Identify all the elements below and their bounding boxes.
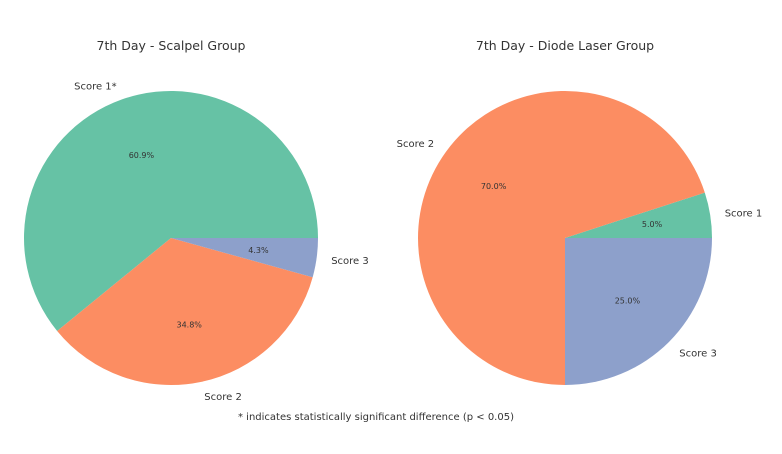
pie-slice xyxy=(171,238,318,278)
diode-laser-group-pie-chart: 7th Day - Diode Laser Group 5.0% Score 1 7… xyxy=(397,38,763,385)
slice-category-label: Score 3 xyxy=(679,348,717,359)
slice-category-label: Score 1* xyxy=(74,82,117,93)
slice-percent-label: 4.3% xyxy=(248,246,269,255)
slice-percent-label: 25.0% xyxy=(615,296,641,305)
slice-percent-label: 60.9% xyxy=(129,151,155,160)
slice-category-label: Score 2 xyxy=(397,139,435,150)
pie-slice xyxy=(565,238,712,385)
pie-slice xyxy=(23,90,318,331)
slice-percent-label: 70.0% xyxy=(481,182,507,191)
pie-slice xyxy=(57,238,313,386)
scalpel-group-pie-chart: 7th Day - Scalpel Group 60.9% Score 1* 34.… xyxy=(23,38,369,403)
slice-category-label: Score 2 xyxy=(204,392,242,403)
significance-footnote: * indicates statistically significant di… xyxy=(238,412,514,423)
slice-category-label: Score 1 xyxy=(725,209,763,220)
pie-slice xyxy=(565,192,712,238)
slice-category-label: Score 3 xyxy=(331,256,369,267)
chart-title: 7th Day - Scalpel Group xyxy=(97,38,246,53)
slice-percent-label: 5.0% xyxy=(642,220,663,229)
slice-percent-label: 34.8% xyxy=(176,320,202,329)
chart-title: 7th Day - Diode Laser Group xyxy=(476,38,654,53)
pie-slice xyxy=(418,90,705,385)
